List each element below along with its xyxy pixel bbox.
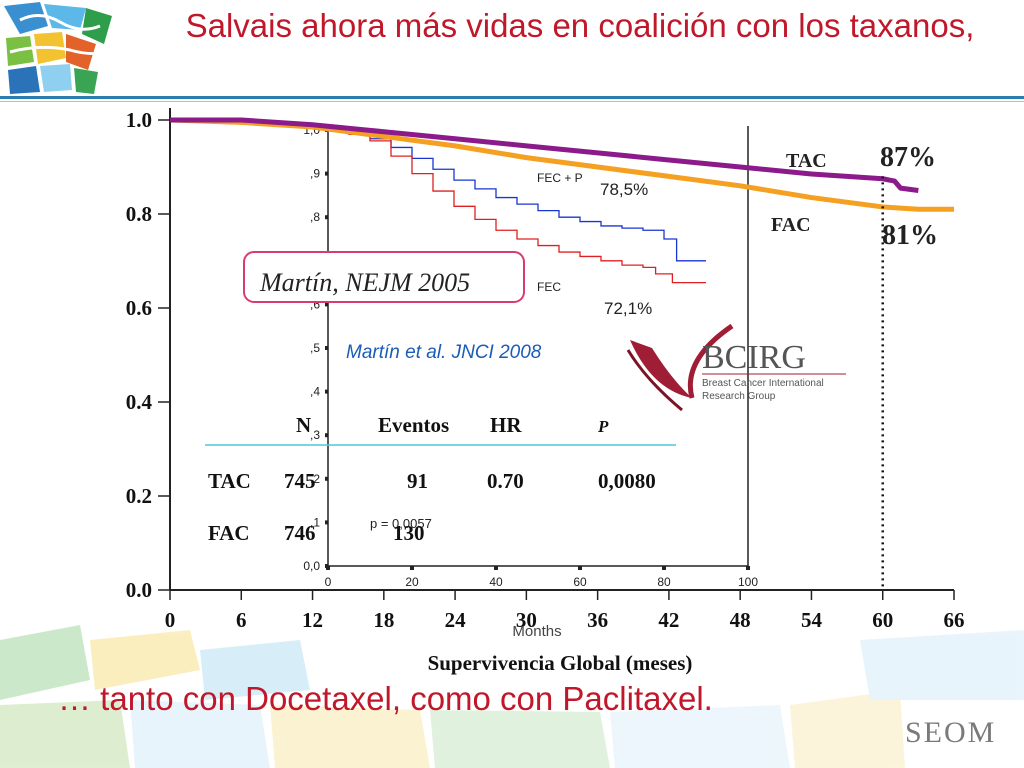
inset-x-tick-mark xyxy=(746,566,750,570)
main-series-line-tac xyxy=(170,117,919,193)
main-x-ticks: 0 6 12 18 24 30 36 42 48 54 60 66 xyxy=(165,590,965,632)
slide-title: Salvais ahora más vidas en coalición con… xyxy=(185,7,975,44)
stats-table: N Eventos HR P TAC 745 91 0.70 0,0080 FA… xyxy=(205,413,676,545)
header-rule-secondary xyxy=(0,101,1024,102)
table-header-eventos: Eventos xyxy=(378,413,449,437)
inset-y-ticks: 0,0,1,2,3,4,5,6,7,8,91,0 xyxy=(303,123,328,573)
inset-y-tick-mark xyxy=(325,215,328,220)
inset-x-ticks: 0 20 40 60 80 100 xyxy=(325,566,758,589)
inset-y-tick-label: ,3 xyxy=(310,428,320,442)
inset-y-tick-label: ,9 xyxy=(310,167,320,181)
inset-y-tick-label: ,6 xyxy=(310,297,320,311)
inset-y-tick-label: ,4 xyxy=(310,385,320,399)
inset-x-tick-mark xyxy=(662,566,666,570)
header-rule xyxy=(0,96,1024,99)
main-x-tick-label: 24 xyxy=(445,608,467,632)
main-x-tick-label: 30 xyxy=(516,608,537,632)
table-row-tac-n: 745 xyxy=(284,469,316,493)
table-row-tac-p: 0,0080 xyxy=(598,469,656,493)
inset-x-tick-mark xyxy=(494,566,498,570)
inset-x-tick-label: 100 xyxy=(738,575,758,589)
main-y-tick-label: 0.6 xyxy=(126,296,152,320)
footer-text: … tanto con Docetaxel, como con Paclitax… xyxy=(58,680,713,717)
main-label-81: 81% xyxy=(882,220,938,251)
inset-x-tick-label: 20 xyxy=(405,575,419,589)
inset-annotation-721: 72,1% xyxy=(604,299,652,318)
table-row-tac-arm: TAC xyxy=(208,469,251,493)
bcirg-logo-icon: BCIRG Breast Cancer International Resear… xyxy=(626,323,846,412)
bcirg-logo-subtitle-2: Research Group xyxy=(702,391,776,402)
main-axes xyxy=(169,108,954,591)
main-y-tick-label: 0.8 xyxy=(126,202,152,226)
table-row-fac-arm: FAC xyxy=(208,521,250,545)
inset-x-tick-mark xyxy=(326,566,330,570)
mosaic-logo-icon xyxy=(0,0,118,96)
main-x-tick-label: 42 xyxy=(658,608,679,632)
inset-y-tick-mark xyxy=(325,346,328,350)
inset-y-tick-mark xyxy=(325,302,328,307)
inset-y-tick-mark xyxy=(325,476,328,481)
inset-y-tick-label: ,1 xyxy=(310,515,320,529)
table-header-hr: HR xyxy=(490,413,522,437)
main-x-tick-label: 54 xyxy=(801,608,823,632)
inset-series xyxy=(328,129,706,284)
main-x-tick-label: 6 xyxy=(236,608,247,632)
bcirg-logo-title: BCIRG xyxy=(702,339,806,376)
main-x-axis-label: Supervivencia Global (meses) xyxy=(428,651,693,675)
main-label-fac: FAC xyxy=(771,214,811,236)
inset-y-tick-mark xyxy=(325,520,328,525)
inset-y-tick-label: ,2 xyxy=(310,472,320,486)
bcirg-logo-subtitle-1: Breast Cancer International xyxy=(702,378,824,389)
inset-x-axis-label: Months xyxy=(512,623,561,640)
citation-box xyxy=(243,251,525,303)
inset-series-line-fec xyxy=(328,129,706,284)
main-y-ticks: 0.0 0.2 0.4 0.6 0.8 1.0 xyxy=(126,108,170,602)
main-x-tick-label: 12 xyxy=(302,608,323,632)
citation-text: Martín, NEJM 2005 xyxy=(259,268,470,297)
main-x-tick-label: 36 xyxy=(587,608,608,632)
main-y-tick-label: 0.0 xyxy=(126,578,152,602)
inset-y-tick-mark xyxy=(325,433,328,438)
inset-x-tick-mark xyxy=(578,566,582,570)
main-x-tick-label: 60 xyxy=(872,608,893,632)
table-row-fac-n: 746 xyxy=(284,521,316,545)
inset-y-tick-label: ,8 xyxy=(310,210,320,224)
table-header-p: P xyxy=(597,417,609,436)
inset-x-tick-label: 80 xyxy=(657,575,671,589)
table-row-tac-eventos: 91 xyxy=(407,469,428,493)
main-label-87: 87% xyxy=(880,142,936,173)
main-y-tick-label: 0.4 xyxy=(126,390,153,414)
inset-x-tick-label: 60 xyxy=(573,575,587,589)
seom-logo: SEOM xyxy=(905,716,997,749)
header-band xyxy=(0,0,1024,100)
main-label-tac: TAC xyxy=(786,150,827,172)
inset-annotation-785: 78,5% xyxy=(600,180,648,199)
inset-x-tick-mark xyxy=(410,566,414,570)
inset-x-tick-label: 40 xyxy=(489,575,503,589)
inset-y-tick-label: 0,0 xyxy=(303,559,320,573)
main-x-tick-label: 18 xyxy=(373,608,394,632)
inset-x-tick-label: 0 xyxy=(325,575,332,589)
table-row-tac-hr: 0.70 xyxy=(487,469,524,493)
inset-y-tick-label: ,5 xyxy=(310,341,320,355)
inset-pvalue: p = 0,0057 xyxy=(370,516,432,531)
inset-y-tick-mark xyxy=(325,171,328,176)
inset-citation: Martín et al. JNCI 2008 xyxy=(346,342,542,363)
main-y-tick-label: 0.2 xyxy=(126,484,152,508)
inset-series-label-fec: FEC xyxy=(537,280,561,294)
table-row-fac-eventos: 130 xyxy=(393,521,425,545)
main-x-tick-label: 0 xyxy=(165,608,176,632)
table-header-n: N xyxy=(296,413,311,437)
inset-y-tick-mark xyxy=(325,389,328,394)
main-y-tick-label: 1.0 xyxy=(126,108,152,132)
footer-mosaic-decoration xyxy=(0,625,1024,768)
inset-series-label-fecp: FEC + P xyxy=(537,171,583,185)
main-x-tick-label: 66 xyxy=(944,608,965,632)
main-x-tick-label: 48 xyxy=(730,608,751,632)
